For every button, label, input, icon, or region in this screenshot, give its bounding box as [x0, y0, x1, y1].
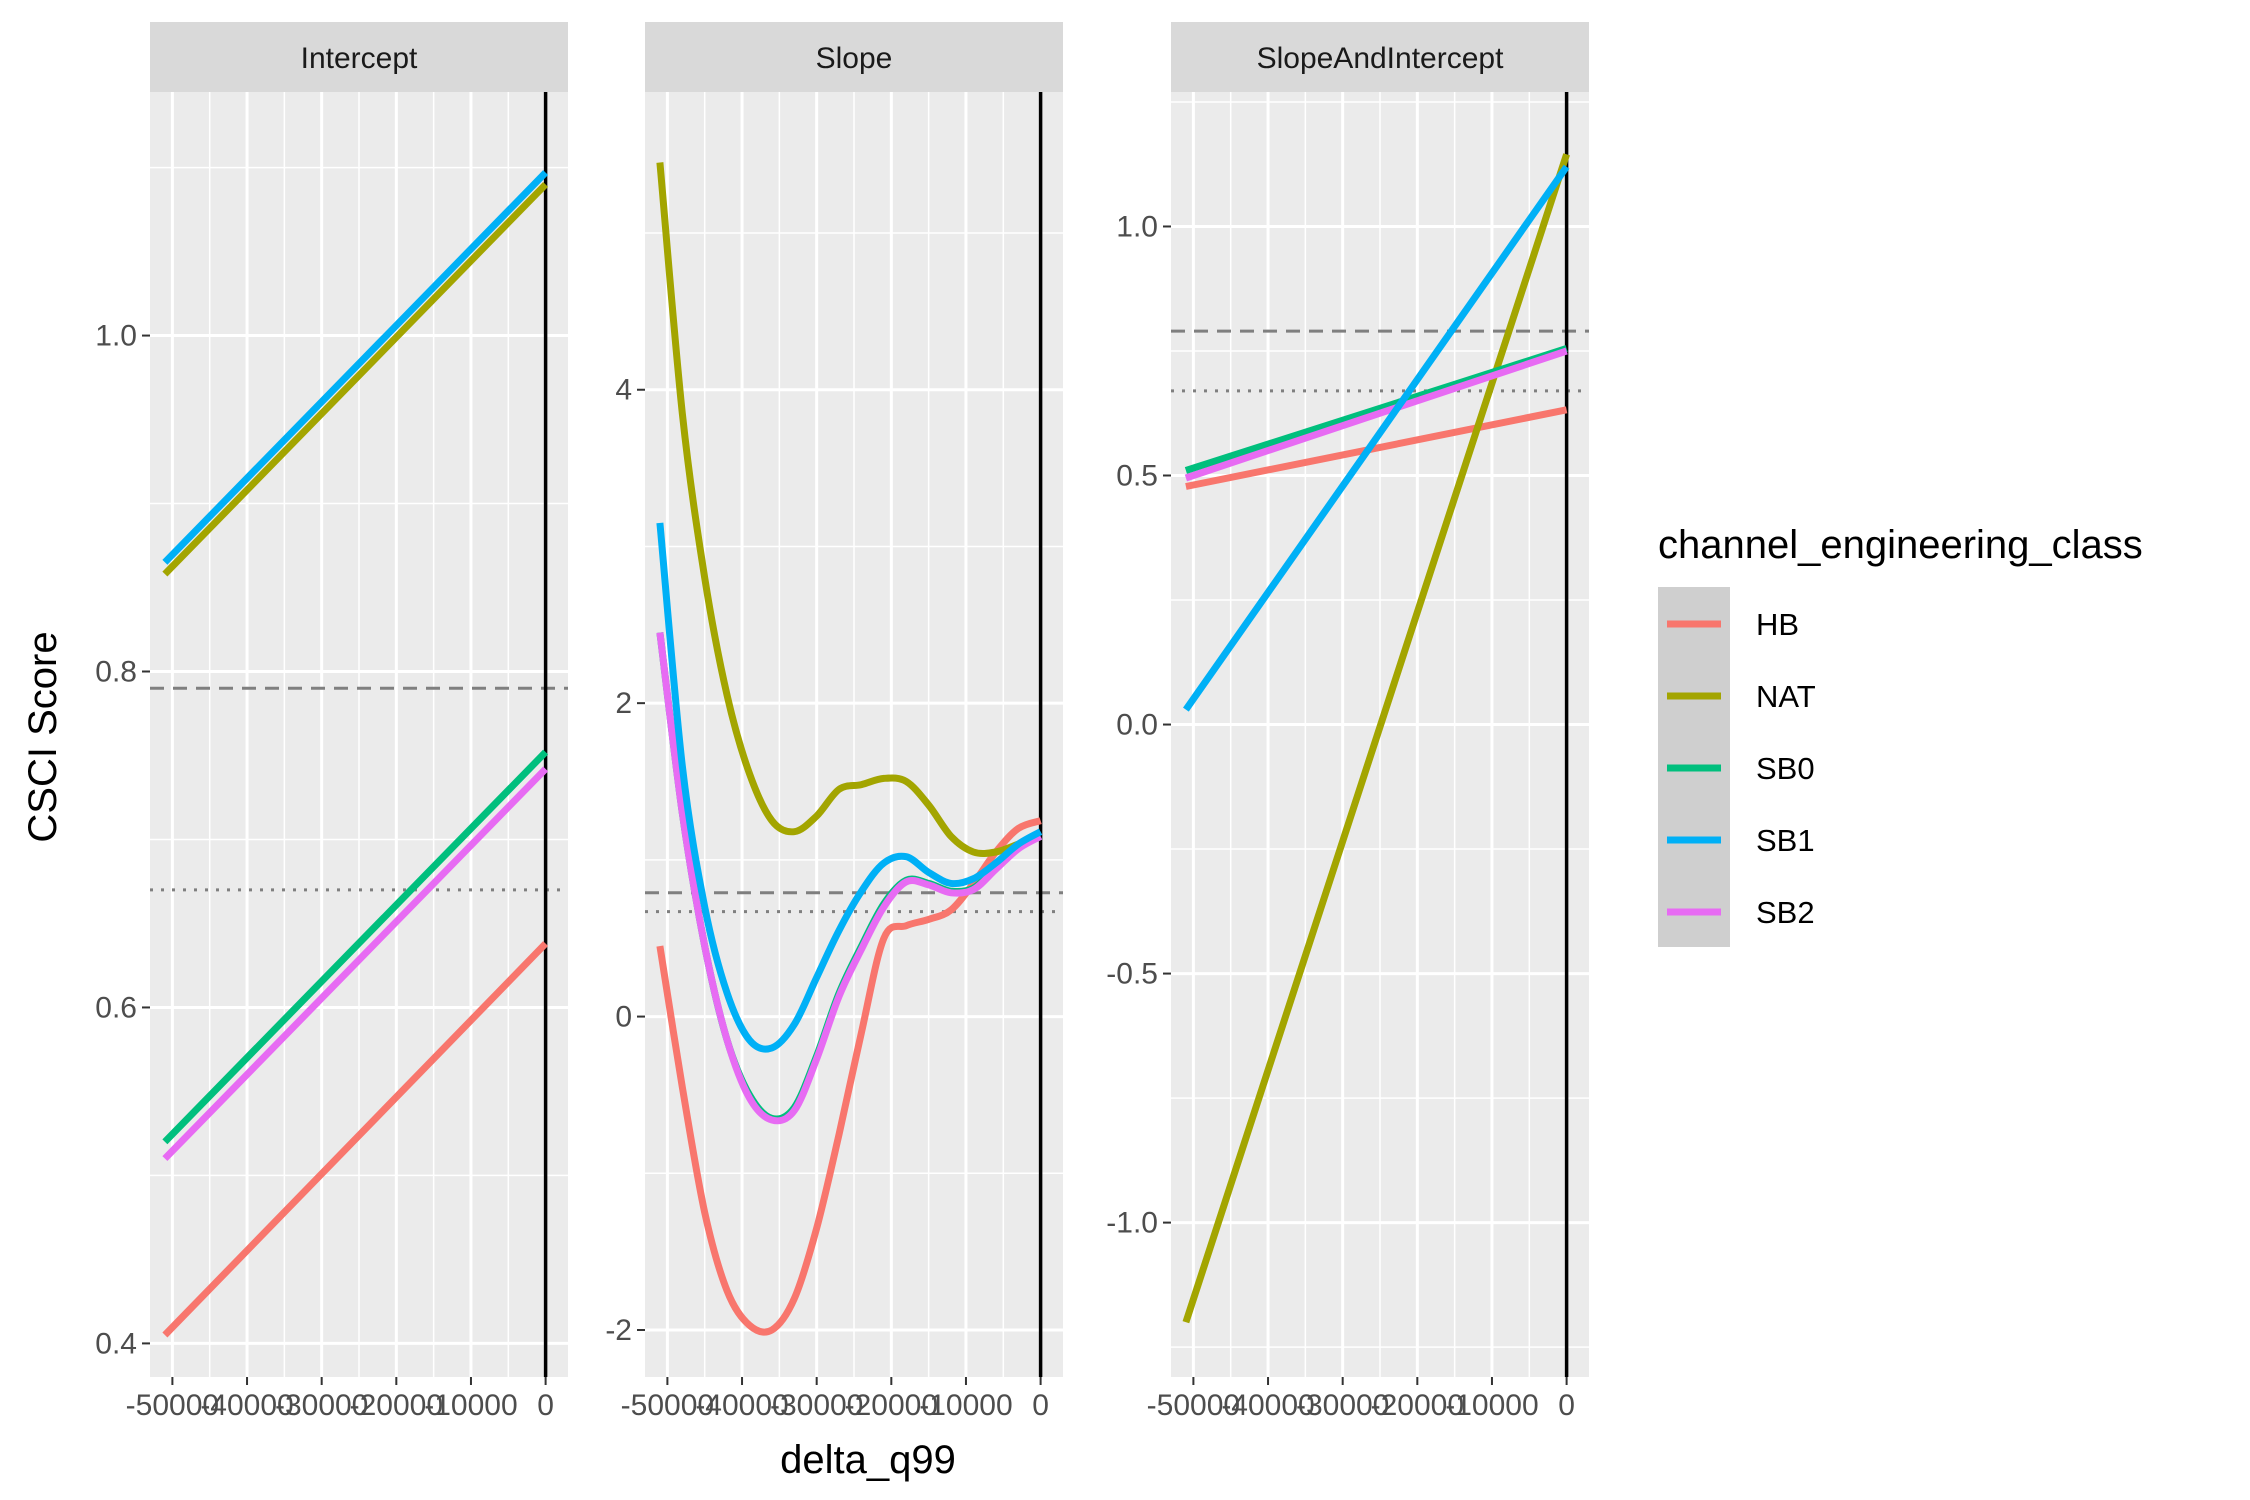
x-tick-label: -30000 — [275, 1389, 368, 1422]
legend-label-hb: HB — [1756, 607, 1799, 642]
legend-label-sb0: SB0 — [1756, 751, 1815, 786]
series-line-nat — [1182, 153, 1570, 1324]
x-tick-label: -30000 — [1296, 1389, 1389, 1422]
x-tick-label: -50000 — [126, 1389, 219, 1422]
x-tick-label: -20000 — [350, 1389, 443, 1422]
series-line-nat — [162, 181, 549, 577]
x-tick-label: -10000 — [424, 1389, 517, 1422]
facet-strip — [1171, 22, 1589, 92]
x-tick-label: 0 — [537, 1389, 554, 1422]
plot-area — [150, 92, 568, 1377]
series-line-sb0 — [162, 749, 549, 1145]
x-tick-label: -30000 — [770, 1389, 863, 1422]
series-line-sb2 — [162, 766, 549, 1162]
series-line-sb2 — [1184, 347, 1568, 482]
y-tick-label: 1.0 — [1116, 210, 1158, 243]
y-tick-label: 1.0 — [95, 320, 137, 353]
plot-area — [1171, 92, 1589, 1377]
x-tick-label: -10000 — [919, 1389, 1012, 1422]
series-line-sb1 — [162, 170, 549, 565]
y-tick-label: 0 — [615, 1001, 632, 1034]
legend-entries: HB NAT SB0 SB1 SB2 — [1658, 587, 1816, 947]
y-tick-label: -1.0 — [1106, 1207, 1158, 1240]
y-tick-label: 4 — [615, 374, 632, 407]
plot-area — [645, 92, 1063, 1377]
x-tick-label: -20000 — [845, 1389, 938, 1422]
panel-intercept: Intercept0.40.60.81.0-50000-40000-30000-… — [95, 22, 568, 1422]
y-axis-title: CSCI Score — [21, 631, 65, 842]
x-tick-label: 0 — [1558, 1389, 1575, 1422]
x-tick-label: -40000 — [1221, 1389, 1314, 1422]
facet-strip-label: Intercept — [301, 42, 418, 75]
series-line-sb1 — [1183, 164, 1570, 712]
series-line-hb — [1185, 406, 1568, 490]
series-line-nat — [656, 162, 1042, 857]
legend-label-sb1: SB1 — [1756, 823, 1815, 858]
x-tick-label: -10000 — [1445, 1389, 1538, 1422]
x-tick-label: -40000 — [695, 1389, 788, 1422]
x-tick-label: -40000 — [200, 1389, 293, 1422]
y-tick-label: 0.4 — [95, 1327, 137, 1360]
facet-strip-label: Slope — [816, 42, 893, 75]
y-tick-label: -2 — [605, 1314, 632, 1347]
x-tick-label: -20000 — [1371, 1389, 1464, 1422]
x-tick-label: 0 — [1032, 1389, 1049, 1422]
series-line-sb2 — [656, 632, 1043, 1125]
facet-strip-label: SlopeAndIntercept — [1257, 42, 1505, 75]
legend: channel_engineering_class HB NAT SB0 SB1 SB2 — [1658, 523, 2143, 947]
x-axis-title: delta_q99 — [780, 1438, 956, 1482]
y-tick-label: -0.5 — [1106, 958, 1158, 991]
series-line-hb — [162, 941, 549, 1338]
y-tick-label: 2 — [615, 687, 632, 720]
legend-title: channel_engineering_class — [1658, 523, 2143, 567]
y-tick-label: 0.5 — [1116, 460, 1158, 493]
x-tick-label: -50000 — [621, 1389, 714, 1422]
panel-slope: Slope -2 0 2 4 -50000-40000-30000-20000-10000… — [605, 22, 1063, 1422]
legend-label-sb2: SB2 — [1756, 895, 1815, 930]
series-line-sb1 — [656, 522, 1043, 1053]
y-tick-label: 0.8 — [95, 656, 137, 689]
facet-strip — [645, 22, 1063, 92]
y-tick-label: 0.6 — [95, 991, 137, 1024]
facet-panels: Intercept0.40.60.81.0-50000-40000-30000-… — [95, 22, 1589, 1422]
legend-label-nat: NAT — [1756, 679, 1816, 714]
x-tick-label: -50000 — [1147, 1389, 1240, 1422]
y-tick-label: 0.0 — [1116, 709, 1158, 742]
facet-strip — [150, 22, 568, 92]
panel-slopeandintercept: SlopeAndIntercept -1.0 -0.5 0.0 0.5 1.0 -50000… — [1106, 22, 1589, 1422]
